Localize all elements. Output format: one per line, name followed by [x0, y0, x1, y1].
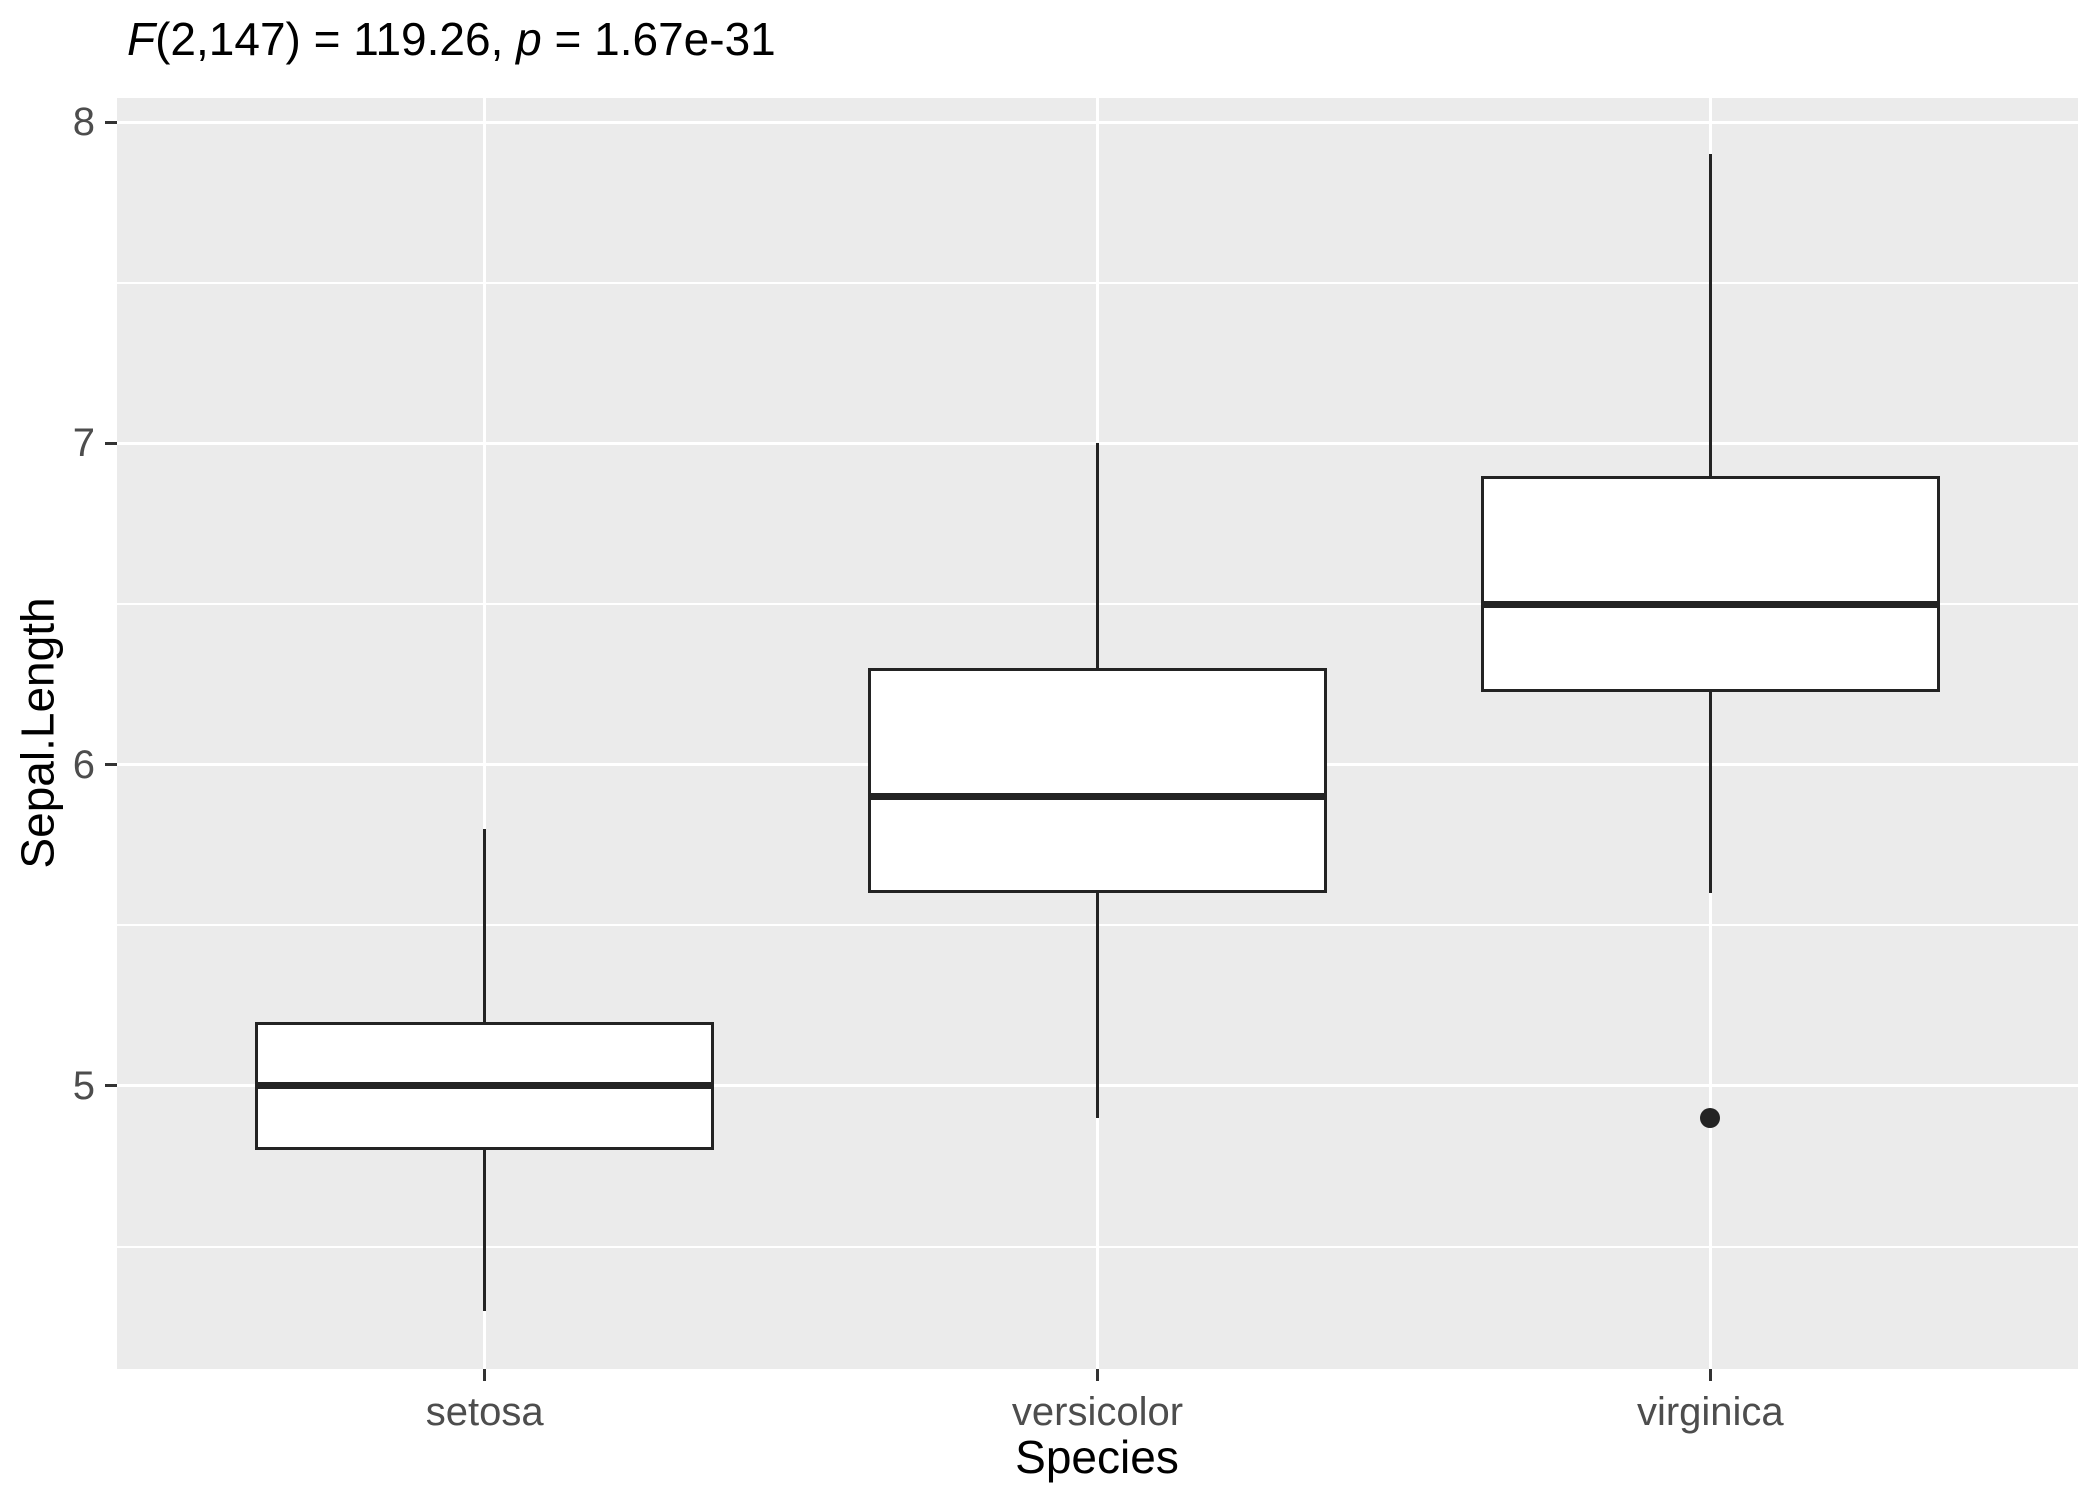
title-text: = 1.67e-31 [541, 13, 776, 65]
lower-whisker [1096, 893, 1099, 1119]
lower-whisker [1708, 692, 1712, 894]
median-line [867, 793, 1328, 801]
median-line [1480, 600, 1941, 608]
title-stat-symbol: F [127, 13, 156, 65]
y-tick-label: 5 [72, 1063, 95, 1108]
x-axis-title: Species [1015, 1431, 1179, 1483]
y-tick-label: 6 [72, 742, 95, 787]
x-tick-mark [1096, 1369, 1099, 1381]
x-tick-mark [1708, 1369, 1712, 1381]
y-tick-mark [105, 120, 117, 124]
plot-panel [117, 98, 2078, 1369]
lower-whisker [483, 1150, 487, 1311]
title-stat-symbol: p [516, 13, 542, 65]
category-gridline [483, 98, 487, 1369]
x-tick-label: virginica [1636, 1390, 1784, 1434]
y-tick-mark [105, 1084, 117, 1088]
upper-whisker [483, 828, 487, 1022]
y-tick-label: 7 [72, 421, 95, 466]
upper-whisker [1096, 443, 1099, 669]
x-tick-label: setosa [425, 1390, 544, 1434]
x-tick-label: versicolor [1011, 1390, 1184, 1434]
outlier-point [1700, 1108, 1721, 1129]
iqr-box [1480, 475, 1941, 693]
median-line [254, 1082, 715, 1090]
y-tick-mark [105, 763, 117, 767]
title-text: (2,147) = 119.26, [155, 13, 517, 65]
y-axis-title: Sepal.Length [11, 597, 64, 869]
y-tick-mark [105, 441, 117, 445]
upper-whisker [1708, 154, 1712, 476]
x-tick-mark [483, 1369, 487, 1381]
y-tick-label: 8 [72, 100, 95, 145]
iqr-box [867, 668, 1328, 894]
stats-annotation: F(2,147) = 119.26, p = 1.67e-31 [127, 13, 776, 66]
